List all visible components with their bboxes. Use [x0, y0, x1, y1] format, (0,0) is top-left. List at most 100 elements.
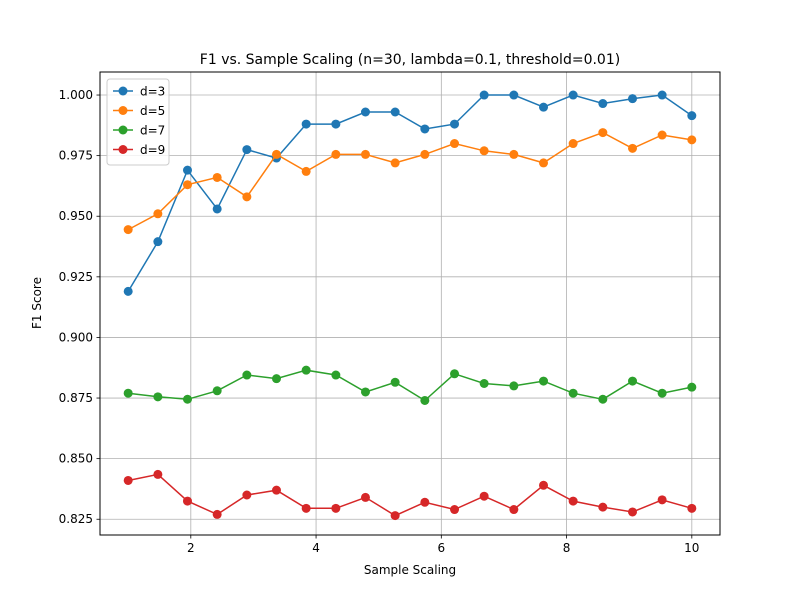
data-point-d9 — [687, 503, 697, 513]
legend-marker-d3 — [118, 86, 128, 96]
data-point-d5 — [271, 149, 281, 159]
data-point-d5 — [153, 209, 163, 219]
data-point-d9 — [509, 505, 519, 515]
y-tick-label: 0.875 — [59, 391, 93, 405]
data-point-d5 — [509, 149, 519, 159]
y-tick-label: 1.000 — [59, 88, 93, 102]
data-point-d9 — [657, 495, 667, 505]
data-point-d7 — [479, 378, 489, 388]
data-point-d5 — [568, 139, 578, 149]
y-tick-label: 0.925 — [59, 270, 93, 284]
data-point-d5 — [301, 166, 311, 176]
data-point-d5 — [657, 130, 667, 140]
data-point-d3 — [390, 107, 400, 117]
data-point-d3 — [687, 111, 697, 121]
data-point-d3 — [420, 124, 430, 134]
data-point-d5 — [360, 149, 370, 159]
x-tick-label: 6 — [437, 541, 445, 555]
data-point-d7 — [450, 369, 460, 379]
data-point-d3 — [509, 90, 519, 100]
data-point-d3 — [628, 94, 638, 104]
data-point-d3 — [331, 119, 341, 129]
legend-marker-d9 — [118, 145, 128, 154]
data-point-d9 — [360, 492, 370, 502]
data-point-d3 — [479, 90, 489, 100]
data-point-d9 — [331, 503, 341, 513]
data-point-d7 — [420, 395, 430, 405]
legend-label-d9: d=9 — [140, 143, 165, 157]
data-point-d7 — [153, 392, 163, 402]
legend-box — [106, 78, 170, 166]
data-point-d7 — [539, 376, 549, 386]
legend-label-d7: d=7 — [140, 124, 165, 138]
data-point-d7 — [568, 388, 578, 398]
data-point-d5 — [539, 158, 549, 168]
y-axis-label: F1 Score — [30, 277, 44, 329]
chart-title: F1 vs. Sample Scaling (n=30, lambda=0.1,… — [200, 52, 620, 68]
data-point-d3 — [153, 237, 163, 247]
legend-marker-d7 — [118, 125, 128, 135]
data-point-d3 — [657, 90, 667, 100]
data-point-d7 — [182, 394, 192, 404]
legend-marker-d5 — [118, 106, 128, 115]
x-tick-label: 10 — [684, 541, 699, 555]
data-point-d9 — [271, 485, 281, 495]
data-point-d7 — [301, 365, 311, 375]
series-line-d5 — [127, 131, 692, 231]
y-tick-label: 0.975 — [59, 149, 93, 163]
data-point-d3 — [182, 165, 192, 175]
data-point-d7 — [598, 394, 608, 404]
data-point-d5 — [123, 225, 133, 235]
data-point-d7 — [212, 386, 222, 396]
legend-label-d5: d=5 — [140, 104, 165, 118]
data-point-d7 — [657, 388, 667, 398]
data-point-d5 — [390, 158, 400, 168]
legend-label-d3: d=3 — [140, 85, 165, 99]
data-point-d3 — [242, 145, 252, 155]
data-point-d3 — [568, 90, 578, 100]
series-layer — [123, 90, 697, 521]
data-point-d5 — [182, 180, 192, 190]
y-tick-label: 0.850 — [59, 452, 93, 466]
data-point-d3 — [539, 102, 549, 112]
data-point-d3 — [212, 204, 222, 214]
series-line-d7 — [128, 369, 692, 402]
data-point-d9 — [479, 491, 489, 501]
data-point-d7 — [509, 381, 519, 391]
y-tick-label: 0.900 — [59, 330, 93, 344]
data-point-d9 — [390, 511, 400, 521]
grid — [100, 72, 720, 535]
data-point-d9 — [301, 503, 311, 513]
y-tick-label: 0.950 — [59, 209, 93, 223]
data-point-d7 — [331, 370, 341, 380]
data-point-d7 — [360, 387, 370, 397]
data-point-d5 — [212, 172, 222, 182]
x-tick-label: 4 — [312, 541, 320, 555]
data-point-d9 — [539, 480, 549, 490]
data-point-d9 — [212, 509, 222, 519]
plot-frame — [99, 71, 721, 536]
x-tick-label: 8 — [563, 541, 571, 555]
x-tick-label: 2 — [187, 541, 195, 555]
series-line-d9 — [128, 473, 693, 517]
series-line-d3 — [127, 94, 693, 292]
data-point-d9 — [450, 505, 460, 515]
data-point-d9 — [568, 496, 578, 506]
data-point-d5 — [479, 146, 489, 156]
data-point-d3 — [301, 119, 311, 129]
data-point-d7 — [390, 377, 400, 387]
data-point-d9 — [123, 475, 133, 485]
data-point-d5 — [331, 149, 341, 159]
data-point-d9 — [420, 497, 430, 507]
data-point-d5 — [242, 192, 252, 202]
x-axis-label: Sample Scaling — [364, 563, 456, 577]
legend: d=3 d=5 d=7 d=9 — [106, 78, 170, 166]
data-point-d3 — [598, 99, 608, 109]
data-point-d9 — [182, 496, 192, 506]
data-point-d7 — [123, 388, 133, 398]
data-point-d5 — [420, 149, 430, 159]
data-point-d5 — [628, 143, 638, 153]
data-point-d9 — [598, 502, 608, 512]
data-point-d5 — [687, 135, 697, 145]
